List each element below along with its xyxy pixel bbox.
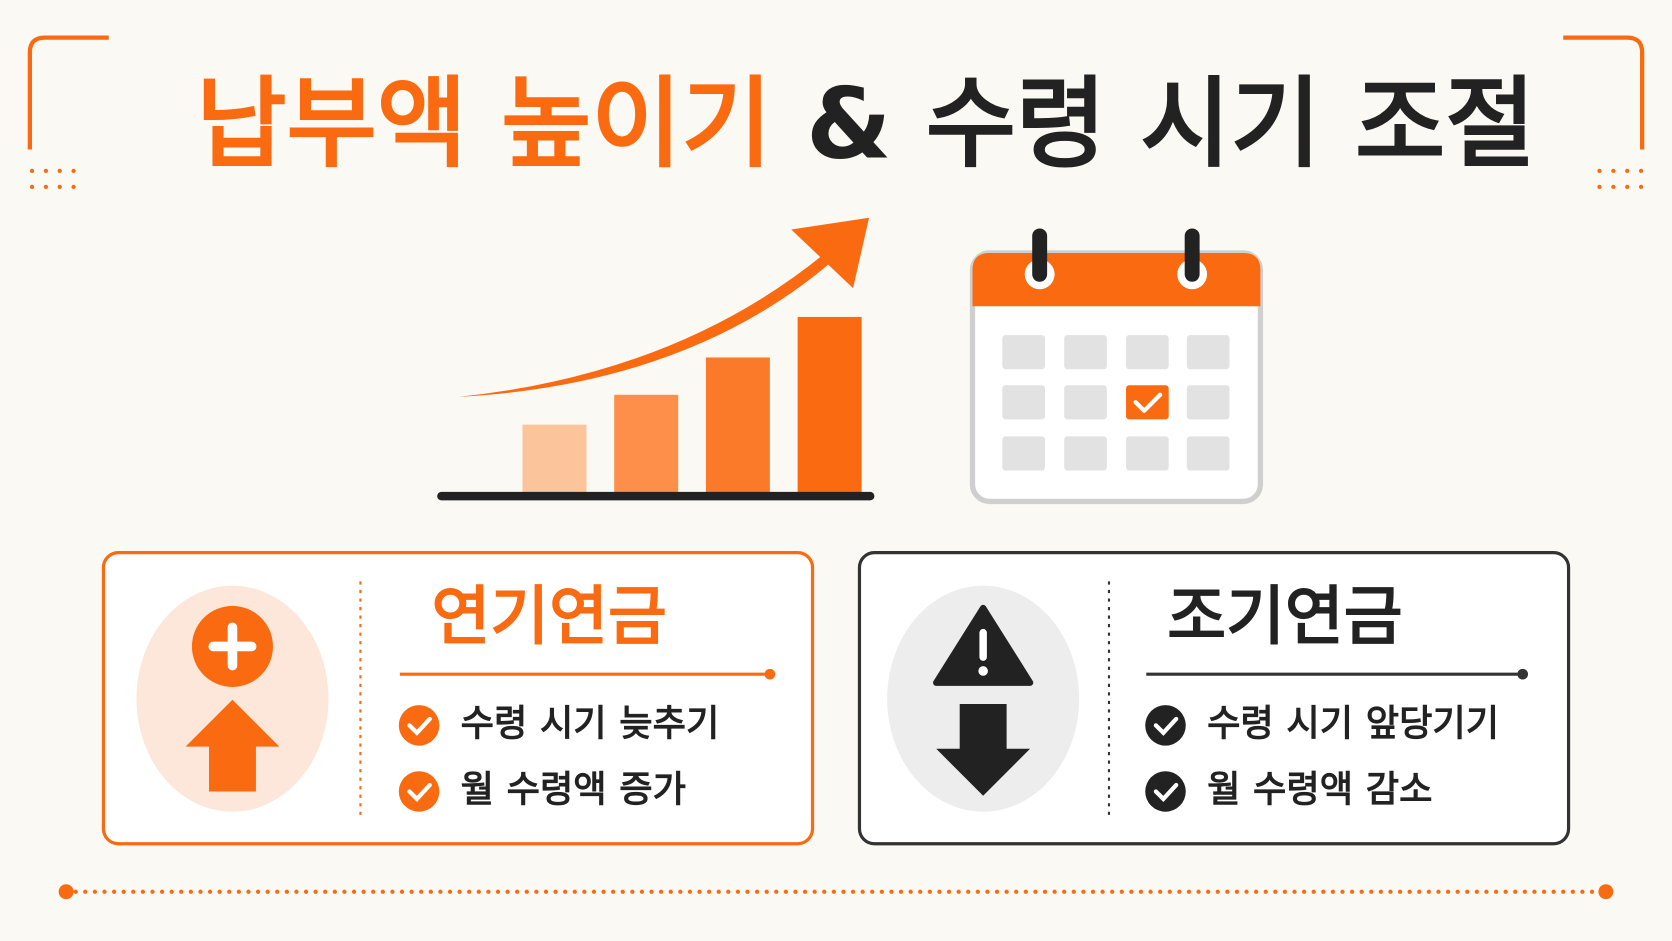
calendar-icon xyxy=(969,228,1264,505)
card-item: 수령 시기 앞당기기 xyxy=(1207,701,1499,744)
title-highlight: 납부액 높이기 xyxy=(196,67,772,181)
illustration-bar xyxy=(614,394,679,493)
card-title: 조기연금 xyxy=(1167,580,1402,654)
trend-arrow-head xyxy=(791,217,870,289)
card-deferred: 연기연금 수령 시기 늦추기 월 수령액 증가 xyxy=(101,551,815,846)
growth-illustration xyxy=(437,217,875,501)
card-item: 월 수령액 감소 xyxy=(1207,767,1432,810)
title: 납부액 높이기 & 수령 시기 조절 xyxy=(196,67,1535,181)
corner-brackets xyxy=(27,35,1645,150)
title-rest: 수령 시기 조절 xyxy=(926,67,1536,181)
illustration-bar xyxy=(797,316,862,493)
title-connector: & xyxy=(806,67,892,181)
bracket-right xyxy=(1563,35,1645,150)
card-item: 수령 시기 늦추기 xyxy=(461,701,720,744)
footer-divider xyxy=(58,884,1614,900)
card-early: 조기연금 수령 시기 앞당기기 월 수령액 감소 xyxy=(857,551,1571,846)
bracket-left xyxy=(27,35,109,150)
corner-dots xyxy=(29,168,1644,189)
card-item: 월 수령액 증가 xyxy=(461,767,686,810)
card-title: 연기연금 xyxy=(431,580,666,654)
illustration-bar xyxy=(522,424,587,493)
illustration-bar xyxy=(705,357,770,493)
